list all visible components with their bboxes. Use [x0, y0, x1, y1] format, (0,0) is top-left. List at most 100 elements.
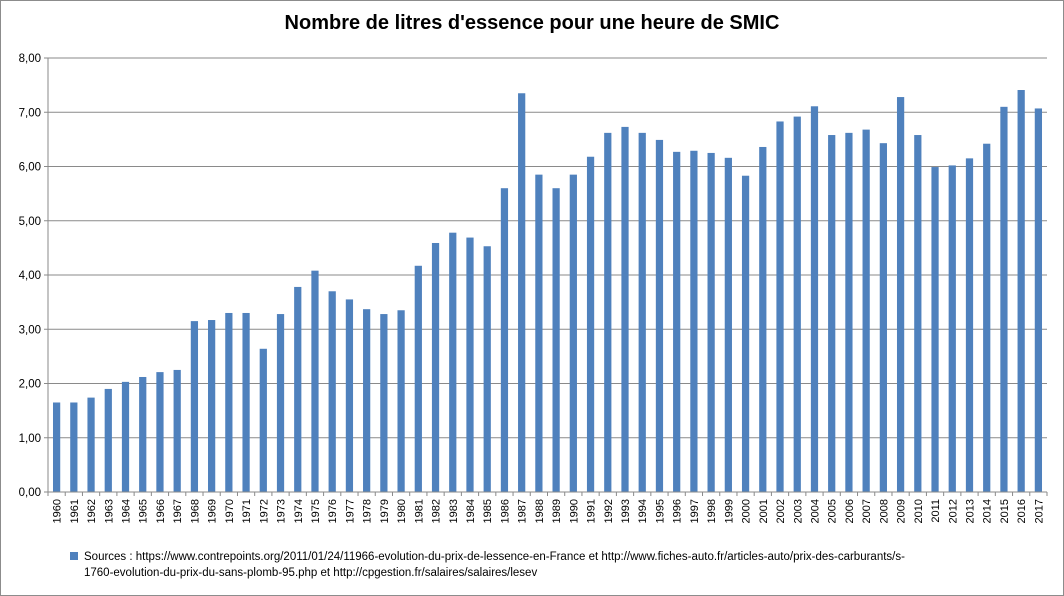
- bar: [414, 265, 422, 492]
- x-tick-label: 2003: [792, 499, 804, 523]
- bar: [896, 97, 905, 492]
- bar: [569, 174, 577, 492]
- bar: [845, 132, 853, 493]
- x-tick-label: 1964: [121, 499, 133, 523]
- bar: [638, 132, 646, 493]
- bar: [121, 381, 130, 492]
- bar: [70, 402, 78, 492]
- x-tick-label: 2002: [775, 499, 787, 523]
- y-tick-label: 1,00: [19, 433, 41, 445]
- x-tick-label: 2004: [809, 499, 821, 523]
- bar: [776, 121, 784, 492]
- legend-swatch: [70, 552, 78, 560]
- x-tick-label: 1988: [534, 499, 546, 523]
- legend-text-1: Sources : https://www.contrepoints.org/2…: [84, 551, 905, 563]
- legend-line-2: 1760-evolution-du-prix-du-sans-plomb-95.…: [70, 565, 1030, 581]
- x-tick-label: 1972: [258, 499, 270, 523]
- y-tick-labels: 0,00 1,00 2,00 3,00 4,00 5,00 6,00 7,00 8,00: [19, 53, 41, 499]
- x-tick-label: 2006: [844, 499, 856, 523]
- x-tick-label: 1991: [586, 499, 598, 523]
- bar: [500, 188, 509, 492]
- x-tick-label: 1996: [672, 499, 684, 523]
- x-tick-label: 2014: [982, 499, 994, 523]
- bar: [139, 376, 147, 492]
- bar: [449, 232, 457, 492]
- x-tick-label: 1982: [431, 499, 443, 523]
- x-tick-label: 2016: [1016, 499, 1028, 523]
- bar: [431, 242, 440, 492]
- x-tick-label: 1965: [138, 499, 150, 523]
- y-tick-label: 4,00: [19, 270, 41, 282]
- bar: [208, 320, 216, 492]
- y-tick-label: 5,00: [19, 216, 41, 228]
- x-tick-label: 1976: [327, 499, 339, 523]
- x-tick-label: 1999: [723, 499, 735, 523]
- x-tick-label: 2005: [827, 499, 839, 523]
- bars: [52, 90, 1043, 493]
- x-tick-label: 2009: [896, 499, 908, 523]
- x-tick-label: 2010: [913, 499, 925, 523]
- chart-title: Nombre de litres d'essence pour une heur…: [284, 12, 780, 34]
- bar: [741, 175, 750, 492]
- x-tick-label: 2011: [930, 499, 942, 523]
- bar: [879, 143, 887, 493]
- bar: [948, 165, 956, 493]
- x-tick-label: 1987: [517, 499, 529, 523]
- bar: [673, 151, 681, 493]
- x-tick-label: 1962: [86, 499, 98, 523]
- x-tick-label: 1989: [551, 499, 563, 523]
- bar: [190, 321, 199, 492]
- x-tick-labels: 1960 1961 1962 1963 1964 1965 1966 1967 1968 1969…: [52, 499, 1046, 523]
- bar: [466, 237, 474, 492]
- bar: [345, 299, 354, 492]
- x-tick-label: 1986: [499, 499, 511, 523]
- x-tick-label: 2007: [861, 499, 873, 523]
- x-tick-label: 1971: [241, 499, 253, 523]
- x-tick-label: 2008: [878, 499, 890, 523]
- bar: [621, 126, 629, 493]
- bar: [707, 152, 715, 492]
- bar: [931, 167, 939, 493]
- x-tick-label: 1997: [689, 499, 701, 523]
- x-tick-label: 1961: [69, 499, 81, 523]
- bar: [586, 156, 595, 493]
- x-tick-label: 2001: [758, 499, 770, 523]
- legend: Sources : https://www.contrepoints.org/2…: [70, 549, 1030, 581]
- y-tick-label: 7,00: [19, 107, 41, 119]
- bar: [294, 286, 302, 492]
- bar: [1034, 108, 1043, 492]
- x-tick-label: 1981: [413, 499, 425, 523]
- bar: [328, 291, 336, 492]
- x-tick-label: 1970: [224, 499, 236, 523]
- x-tick-label: 1994: [637, 499, 649, 523]
- y-tick-label: 3,00: [19, 324, 41, 336]
- x-tick-label: 1985: [482, 499, 494, 523]
- y-tick-label: 8,00: [19, 53, 41, 65]
- y-tick-label: 0,00: [19, 487, 41, 499]
- x-tick-label: 1979: [379, 499, 391, 523]
- bar: [983, 143, 991, 492]
- bar: [759, 146, 767, 492]
- x-tick-label: 2013: [964, 499, 976, 523]
- bar: [552, 188, 560, 492]
- x-tick-label: 1980: [396, 499, 408, 523]
- bar: [52, 402, 61, 492]
- x-tick-label: 1990: [568, 499, 580, 523]
- bar: [225, 312, 233, 492]
- bar: [87, 397, 95, 492]
- bar: [828, 135, 836, 492]
- x-tick-label: 1998: [706, 499, 718, 523]
- x-tick-label: 1978: [362, 499, 374, 523]
- x-tick-label: 1977: [344, 499, 356, 523]
- bar: [655, 139, 664, 493]
- bar: [276, 314, 285, 492]
- x-tick-label: 1967: [172, 499, 184, 523]
- x-tick-label: 1973: [276, 499, 288, 523]
- bar: [156, 372, 164, 492]
- bar: [862, 129, 870, 493]
- bar: [311, 270, 319, 492]
- x-tick-label: 2015: [999, 499, 1011, 523]
- legend-line-1: Sources : https://www.contrepoints.org/2…: [70, 549, 1030, 565]
- bar: [965, 158, 974, 493]
